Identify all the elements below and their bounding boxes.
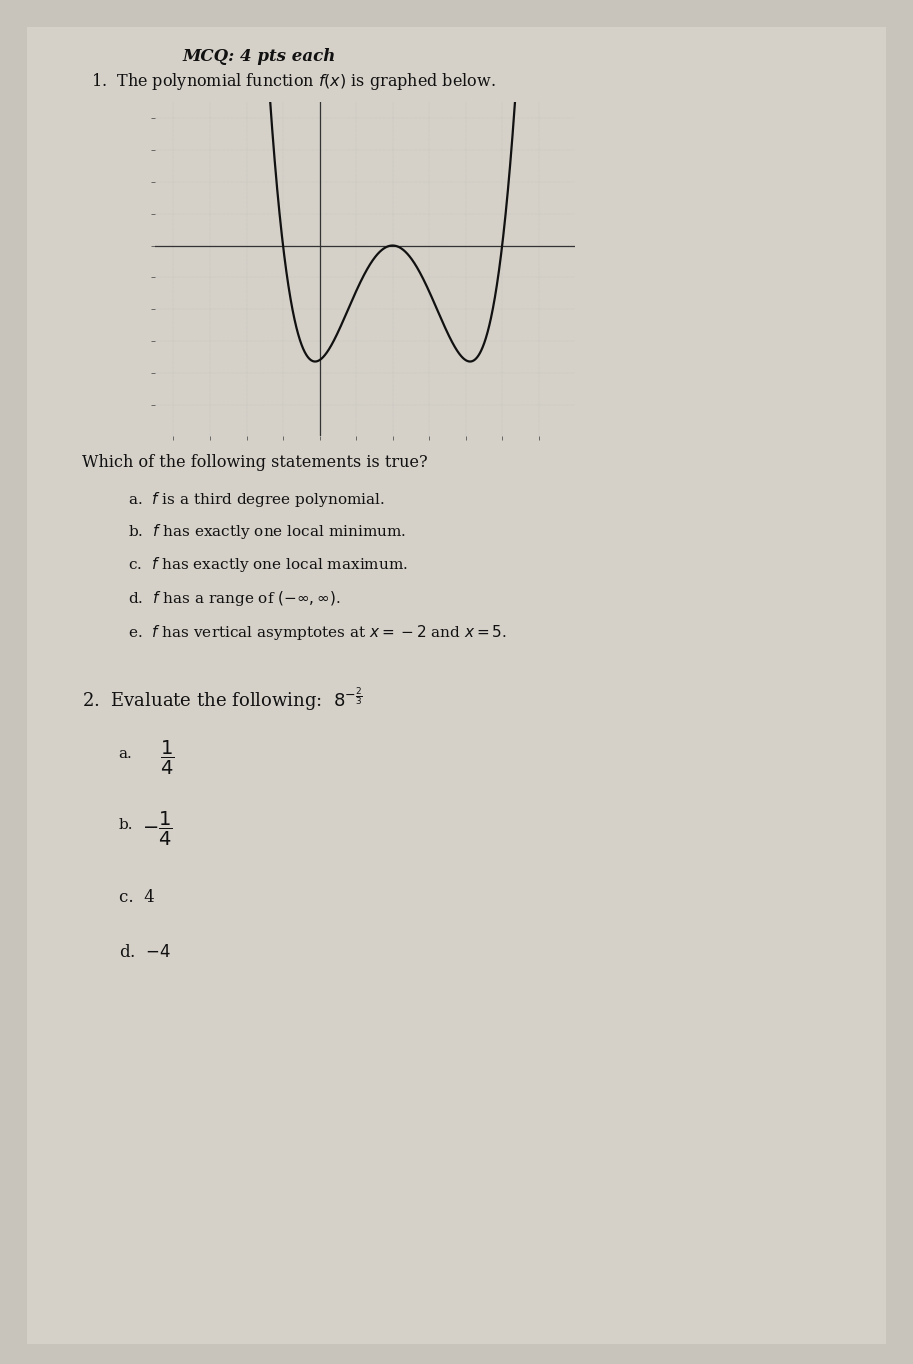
Text: a.: a.: [119, 747, 132, 761]
Text: e.  $f$ has vertical asymptotes at $x = -2$ and $x = 5$.: e. $f$ has vertical asymptotes at $x = -…: [128, 623, 507, 642]
Text: 2.  Evaluate the following:  $8^{-\frac{2}{3}}$: 2. Evaluate the following: $8^{-\frac{2}…: [82, 685, 363, 713]
Text: a.  $f$ is a third degree polynomial.: a. $f$ is a third degree polynomial.: [128, 490, 384, 509]
Text: c.  $f$ has exactly one local maximum.: c. $f$ has exactly one local maximum.: [128, 555, 408, 574]
Text: $\dfrac{1}{4}$: $\dfrac{1}{4}$: [160, 739, 174, 777]
Text: d.  $f$ has a range of $(-\infty,\infty)$.: d. $f$ has a range of $(-\infty,\infty)$…: [128, 589, 341, 608]
FancyBboxPatch shape: [27, 27, 886, 1344]
Text: c.  4: c. 4: [119, 889, 154, 906]
Text: d.  $-4$: d. $-4$: [119, 944, 171, 960]
Text: $-\dfrac{1}{4}$: $-\dfrac{1}{4}$: [142, 810, 173, 848]
Text: 1.  The polynomial function $f(x)$ is graphed below.: 1. The polynomial function $f(x)$ is gra…: [91, 71, 496, 91]
Text: b.  $f$ has exactly one local minimum.: b. $f$ has exactly one local minimum.: [128, 522, 406, 542]
Text: b.: b.: [119, 818, 133, 832]
Text: MCQ: 4 pts each: MCQ: 4 pts each: [183, 48, 336, 64]
Text: Which of the following statements is true?: Which of the following statements is tru…: [82, 454, 428, 471]
